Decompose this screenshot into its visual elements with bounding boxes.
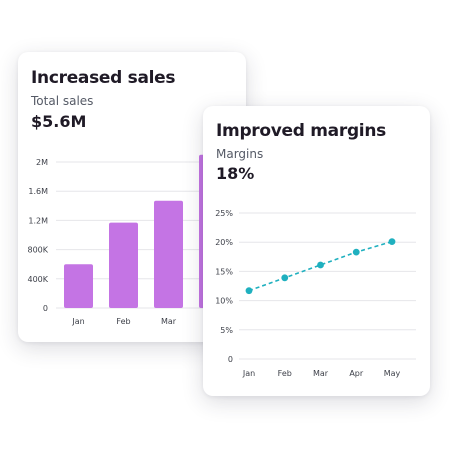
sales-y-tick-label: 1.2M <box>28 216 48 225</box>
margins-y-tick-label: 5% <box>220 326 233 335</box>
margins-card-title: Improved margins <box>216 121 386 141</box>
margins-y-tick-label: 0 <box>228 355 233 364</box>
sales-y-tick-label: 2M <box>36 158 48 167</box>
margins-data-point <box>352 248 360 256</box>
sales-bar <box>109 222 138 308</box>
sales-y-tick-label: 800K <box>27 246 48 255</box>
margins-data-point <box>317 261 324 269</box>
sales-y-tick-label: 400K <box>27 275 48 284</box>
margins-series-line <box>248 240 393 292</box>
sales-x-tick-label: Mar <box>161 317 177 326</box>
sales-x-tick-label: Jan <box>71 317 84 326</box>
sales-bar <box>64 264 93 308</box>
margins-x-tick-label: May <box>384 369 401 378</box>
margins-line-chart: 0 5% 10% 15% 20% 25% Jan Feb Mar Apr May <box>215 209 416 378</box>
sales-y-tick-label: 1.6M <box>28 187 48 196</box>
margins-data-point <box>281 274 289 282</box>
sales-x-tick-label: Feb <box>116 317 130 326</box>
margins-y-tick-label: 10% <box>215 297 233 306</box>
margins-card-subtitle: Margins <box>216 147 264 161</box>
margins-y-tick-label: 25% <box>215 209 233 218</box>
margins-x-tick-label: Jan <box>242 369 255 378</box>
margins-data-point <box>388 238 396 246</box>
margins-x-tick-label: Apr <box>349 369 364 378</box>
margins-y-tick-label: 15% <box>215 267 233 276</box>
sales-y-tick-label: 0 <box>43 304 48 313</box>
margins-x-tick-label: Mar <box>313 369 329 378</box>
margins-data-point <box>245 287 253 295</box>
margins-card: Improved margins Margins 18% 0 5% 10% 15% 20… <box>203 106 430 396</box>
sales-card-title: Increased sales <box>31 68 176 88</box>
margins-x-tick-label: Feb <box>278 369 292 378</box>
margins-y-tick-label: 20% <box>215 238 233 247</box>
margins-card-value: 18% <box>216 164 255 183</box>
sales-card-value: $5.6M <box>31 112 87 131</box>
sales-card-subtitle: Total sales <box>31 94 94 108</box>
sales-bar <box>154 200 183 308</box>
